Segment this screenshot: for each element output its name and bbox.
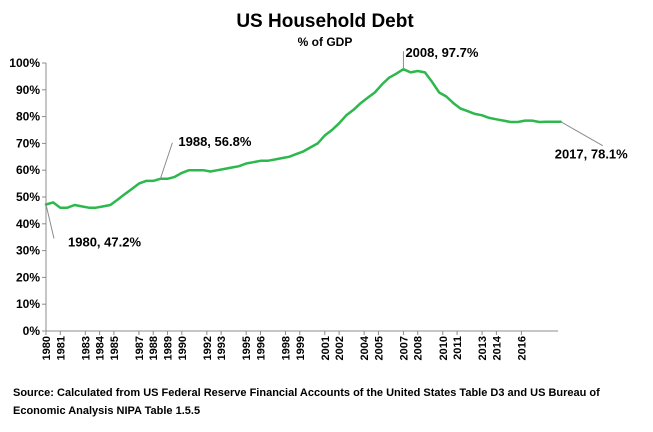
x-tick-label: 2014 (491, 335, 503, 360)
y-axis: 0% 10% 20% 30% 40% 50% 60% 70% 80% 90% 100% (9, 56, 47, 338)
x-tick-label: 1996 (255, 336, 267, 360)
x-tick-label: 2011 (452, 336, 464, 360)
x-tick-label: 1993 (216, 336, 228, 360)
x-tick-label: 1983 (80, 336, 92, 360)
annotation-label: 1980, 47.2% (68, 235, 141, 250)
x-tick-label: 1987 (134, 336, 146, 360)
x-tick-label: 1999 (295, 336, 307, 360)
annotation-label: 2017, 78.1% (555, 147, 628, 162)
x-tick-label: 1984 (95, 335, 107, 360)
y-tick-label: 60% (16, 163, 40, 177)
annotation-leader (45, 204, 55, 239)
x-tick-label: 1980 (41, 336, 53, 360)
chart-subtitle: % of GDP (298, 35, 353, 49)
y-tick-label: 90% (16, 83, 40, 97)
x-tick-label: 1990 (177, 336, 189, 360)
y-tick-label: 0% (23, 324, 41, 338)
annotation-label: 2008, 97.7% (405, 45, 478, 60)
annotation-layer: 1980, 47.2% 1988, 56.8% 2008, 97.7% 2017, 7… (45, 45, 628, 250)
x-tick-label: 1989 (163, 336, 175, 360)
annotation-leader (159, 142, 173, 179)
chart-title: US Household Debt (236, 11, 414, 32)
x-tick-label: 1985 (109, 336, 121, 360)
x-tick-label: 2016 (516, 336, 528, 360)
y-tick-label: 80% (16, 110, 40, 124)
source-note-line-2: Economic Analysis NIPA Table 1.5.5 (13, 405, 200, 417)
y-tick-label: 30% (16, 244, 40, 258)
y-tick-label: 40% (16, 217, 40, 231)
x-tick-label: 2007 (398, 336, 410, 360)
annotation-label: 1988, 56.8% (178, 134, 251, 149)
x-tick-label: 1995 (241, 336, 253, 360)
x-axis: 1980 1981 1983 1984 1985 1987 1988 1989 1990 1992… (41, 330, 558, 360)
y-tick-label: 50% (16, 190, 40, 204)
x-tick-label: 2010 (438, 336, 450, 360)
x-tick-label: 2005 (373, 336, 385, 360)
x-tick-label: 1992 (202, 336, 214, 360)
y-tick-label: 70% (16, 136, 40, 150)
x-tick-label: 1998 (280, 336, 292, 360)
series-line (44, 67, 562, 209)
x-tick-label: 2001 (320, 336, 332, 360)
y-tick-label: 100% (9, 56, 40, 70)
annotation-leader (560, 121, 603, 147)
x-tick-label: 2004 (359, 335, 371, 360)
x-tick-label: 2013 (477, 336, 489, 360)
y-tick-label: 10% (16, 297, 40, 311)
x-tick-label: 2008 (413, 336, 425, 360)
x-tick-label: 2002 (334, 336, 346, 360)
x-tick-label: 1988 (148, 336, 160, 360)
y-tick-label: 20% (16, 270, 40, 284)
series-layer (44, 67, 562, 209)
x-tick-label: 1981 (55, 336, 67, 360)
source-note-line-1: Source: Calculated from US Federal Reser… (13, 387, 600, 399)
